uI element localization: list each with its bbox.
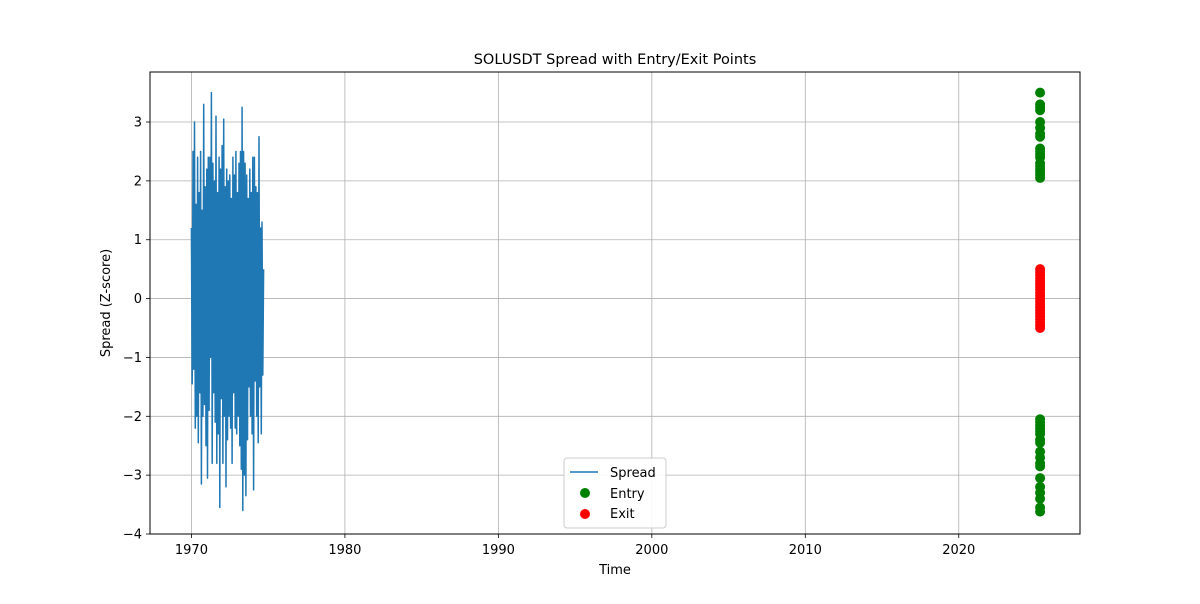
y-axis-ticks: −4 −3 −2 −1 0 1 2 3 [123, 116, 150, 543]
entry-marker [1035, 87, 1046, 98]
spread-series-line [190, 91, 265, 512]
x-tick-label: 2000 [635, 543, 668, 558]
legend-exit-swatch [580, 509, 590, 519]
entry-marker [1035, 493, 1046, 504]
x-tick-label: 1970 [175, 543, 208, 558]
grid-lines [150, 72, 1080, 534]
exit-marker [1035, 323, 1046, 334]
y-tick-label: −3 [123, 469, 142, 484]
y-axis-label: Spread (Z-score) [99, 249, 114, 357]
entry-marker [1035, 172, 1046, 183]
legend-entry-label: Entry [610, 487, 645, 502]
legend-box [563, 457, 667, 529]
legend-exit-label: Exit [610, 507, 635, 522]
entry-marker [1035, 461, 1046, 472]
legend-spread-label: Spread [610, 466, 656, 481]
y-tick-label: 1 [134, 233, 142, 248]
chart-title: SOLUSDT Spread with Entry/Exit Points [474, 52, 757, 68]
x-tick-label: 2010 [789, 543, 822, 558]
y-tick-label: −2 [123, 410, 142, 425]
plot-frame [149, 71, 1081, 535]
y-tick-label: 2 [134, 174, 142, 189]
entry-marker [1035, 131, 1046, 142]
x-tick-label: 1980 [328, 543, 361, 558]
x-axis-ticks: 1970 1980 1990 2000 2010 2020 [175, 534, 975, 558]
y-tick-label: −4 [123, 528, 142, 543]
x-tick-label: 2020 [942, 543, 975, 558]
y-tick-label: 0 [134, 292, 142, 307]
entry-marker [1035, 506, 1046, 517]
y-tick-label: 3 [134, 116, 142, 131]
x-axis-label: Time [598, 563, 631, 578]
legend-entry-swatch [580, 488, 590, 498]
entry-marker [1035, 437, 1046, 448]
plot-data [190, 87, 1046, 517]
entry-marker [1035, 473, 1046, 484]
y-tick-label: −1 [123, 351, 142, 366]
legend: Spread Entry Exit [563, 457, 667, 529]
x-tick-label: 1990 [482, 543, 515, 558]
entry-marker [1035, 105, 1046, 116]
